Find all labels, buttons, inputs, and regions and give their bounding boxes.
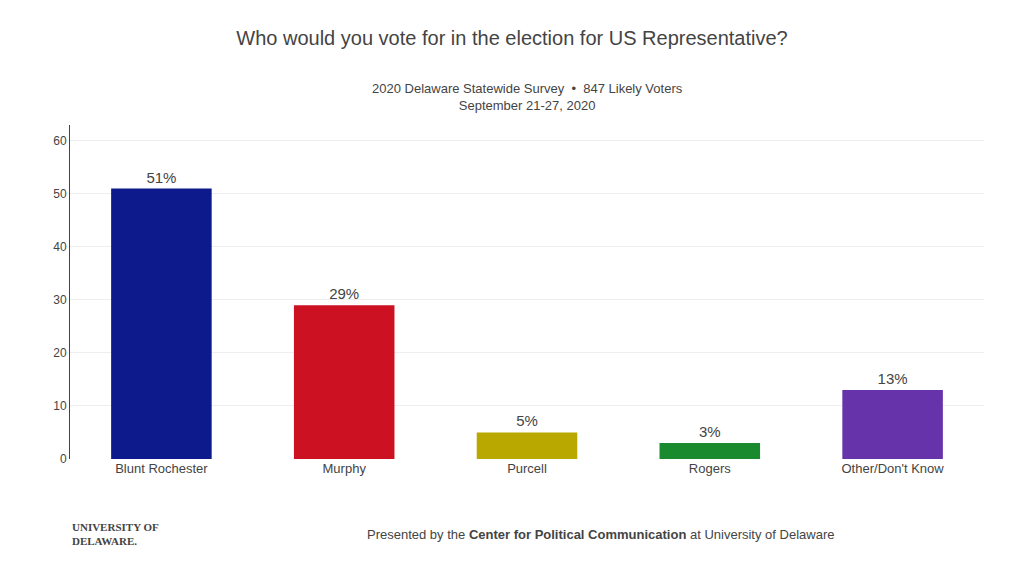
svg-text:29%: 29% <box>329 285 359 302</box>
svg-text:0: 0 <box>60 452 67 466</box>
svg-text:3%: 3% <box>699 423 721 440</box>
svg-text:Who would you vote for in the: Who would you vote for in the election f… <box>236 27 787 49</box>
svg-text:Blunt Rochester: Blunt Rochester <box>115 461 208 476</box>
svg-text:Presented by the Center for Po: Presented by the Center for Political Co… <box>367 527 834 542</box>
svg-text:2020 Delaware Statewide Survey: 2020 Delaware Statewide Survey • 847 Lik… <box>372 81 683 113</box>
svg-text:Purcell: Purcell <box>507 461 547 476</box>
svg-text:Rogers: Rogers <box>689 461 731 476</box>
svg-text:30: 30 <box>53 293 67 307</box>
svg-text:40: 40 <box>53 240 67 254</box>
svg-text:60: 60 <box>53 134 67 148</box>
svg-text:Other/Don't Know: Other/Don't Know <box>841 461 944 476</box>
svg-text:UNIVERSITY OFDELAWARE.: UNIVERSITY OFDELAWARE. <box>72 521 159 547</box>
svg-text:51%: 51% <box>146 169 176 186</box>
svg-text:5%: 5% <box>516 412 538 429</box>
svg-text:13%: 13% <box>878 370 908 387</box>
svg-text:50: 50 <box>53 187 67 201</box>
svg-text:Murphy: Murphy <box>323 461 367 476</box>
svg-text:20: 20 <box>53 346 67 360</box>
svg-text:10: 10 <box>53 399 67 413</box>
